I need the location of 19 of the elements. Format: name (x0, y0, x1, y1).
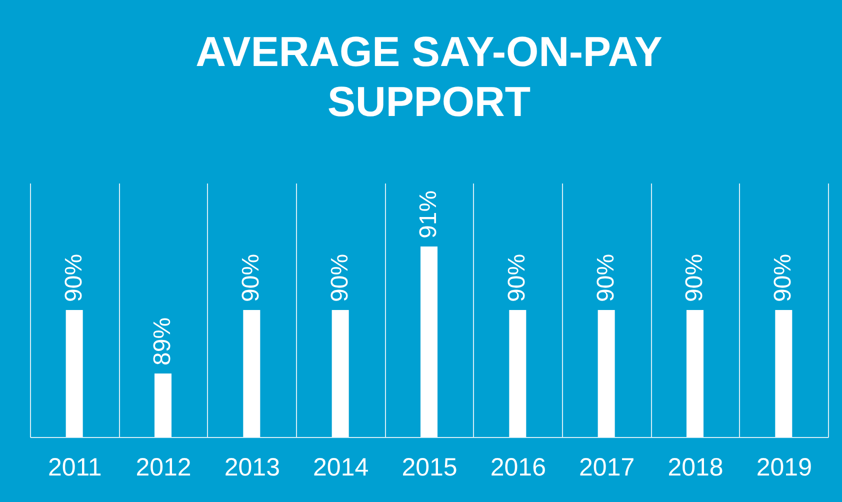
x-tick-label: 2019 (756, 454, 812, 482)
data-label: 90% (770, 254, 797, 302)
x-tick-label: 2012 (136, 454, 192, 482)
x-tick-label: 2011 (48, 454, 102, 482)
data-label: 90% (238, 254, 265, 302)
x-tick-label: 2017 (579, 454, 635, 482)
x-tick-label: 2018 (668, 454, 724, 482)
x-tick-label: 2016 (490, 454, 546, 482)
data-label: 90% (681, 254, 708, 302)
data-label: 90% (504, 254, 531, 302)
x-tick-label: 2014 (313, 454, 369, 482)
data-label: 90% (60, 254, 88, 302)
data-label: 90% (592, 254, 620, 302)
x-tick-label: 2013 (224, 454, 280, 482)
data-label: 90% (326, 254, 354, 302)
x-tick-label: 2015 (402, 454, 458, 482)
chart-title: AVERAGE SAY-ON-PAY SUPPORT (196, 28, 662, 125)
data-label: 91% (415, 190, 442, 238)
data-label: 89% (149, 317, 176, 366)
